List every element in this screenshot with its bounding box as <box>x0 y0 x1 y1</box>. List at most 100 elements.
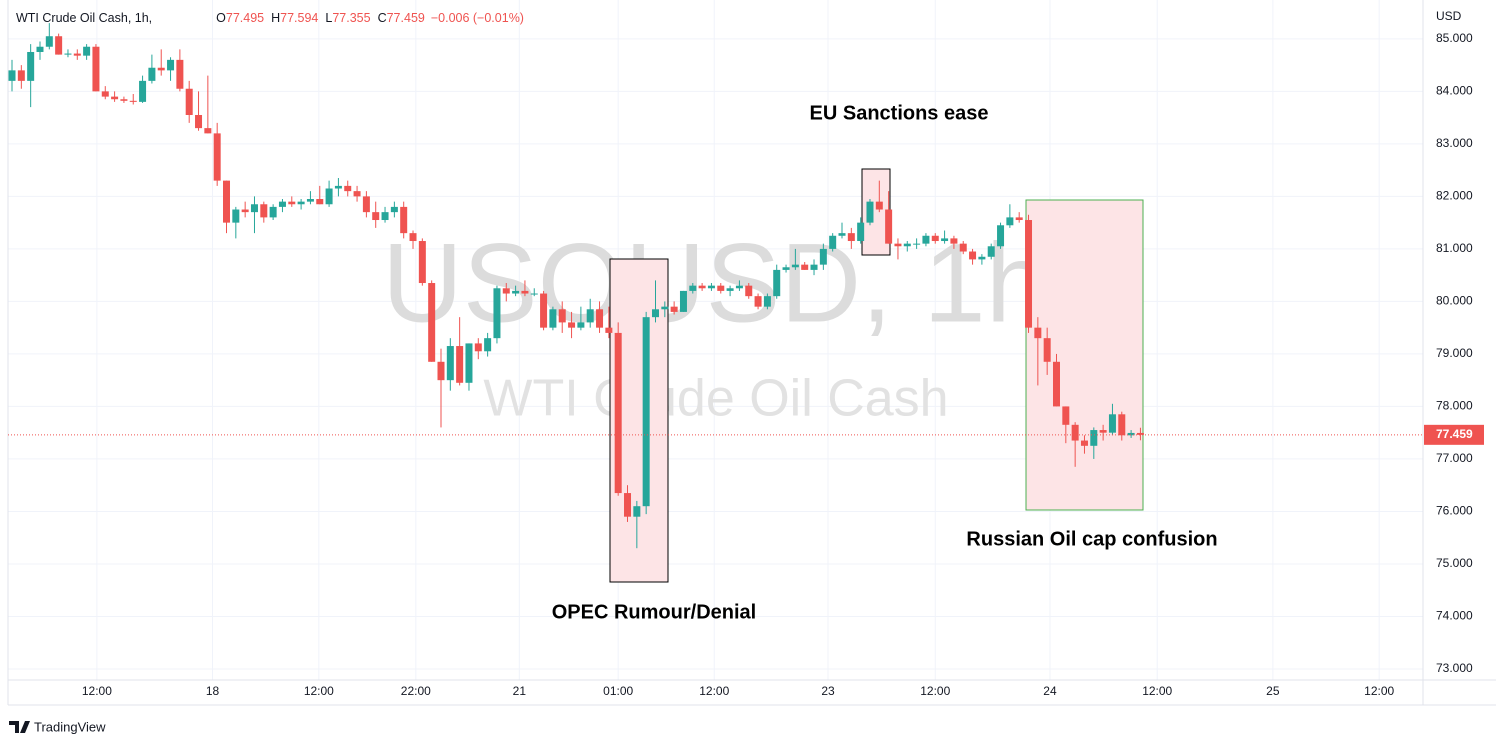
candle-body <box>362 196 370 213</box>
candle-body <box>1071 424 1079 441</box>
y-tick-label: 83.000 <box>1436 136 1473 150</box>
candle-body <box>614 332 622 494</box>
candle-body <box>577 322 585 328</box>
brand-name: TradingView <box>34 719 106 734</box>
candle-body <box>195 114 203 129</box>
candle-body <box>8 70 16 81</box>
candle-body <box>1015 217 1023 221</box>
candle-body <box>493 288 501 339</box>
candle-body <box>390 206 398 213</box>
x-tick-label: 18 <box>206 684 220 698</box>
x-tick-label: 23 <box>821 684 835 698</box>
candle-body <box>1108 414 1116 433</box>
candle-body <box>1099 430 1107 433</box>
annotation: Russian Oil cap confusion <box>966 528 1217 550</box>
watermark-symbol: USOUSD, 1h <box>382 221 1048 346</box>
candle-body <box>73 53 81 56</box>
candle-body <box>176 59 184 89</box>
candle-body <box>894 243 902 247</box>
y-tick-label: 76.000 <box>1436 504 1473 518</box>
candle-body <box>801 264 809 270</box>
candle-body <box>1052 361 1060 407</box>
ohlc-item: O77.495 <box>216 11 264 25</box>
candle-body <box>1062 406 1070 425</box>
ohlc-value: 77.594 <box>280 11 319 25</box>
y-tick-label: 78.000 <box>1436 399 1473 413</box>
candle-body <box>17 70 25 81</box>
y-tick-label: 73.000 <box>1436 661 1473 675</box>
candle-body <box>791 264 799 268</box>
candle-body <box>1118 414 1126 436</box>
x-tick-label: 12:00 <box>1364 684 1394 698</box>
ohlc-item: H77.594 <box>271 11 318 25</box>
candle-body <box>1127 432 1135 436</box>
candle-body <box>484 338 492 352</box>
candle-body <box>64 53 72 55</box>
candle-body <box>167 59 175 71</box>
candle-body <box>45 36 53 47</box>
candle-body <box>558 309 566 323</box>
candle-body <box>596 309 604 328</box>
x-tick-label: 22:00 <box>401 684 431 698</box>
x-tick-label: 12:00 <box>304 684 334 698</box>
candle-body <box>36 46 44 52</box>
candle-body <box>260 204 268 218</box>
watermark: USOUSD, 1h WTI Crude Oil Cash <box>382 221 1048 428</box>
candle-body <box>437 361 445 381</box>
y-tick-label: 77.000 <box>1436 451 1473 465</box>
symbol-title: WTI Crude Oil Cash, 1h, <box>16 11 153 25</box>
y-tick-label: 74.000 <box>1436 609 1473 623</box>
brand: TradingView <box>9 719 106 734</box>
candle-body <box>92 46 100 92</box>
candle-body <box>1034 327 1042 339</box>
annotation-box <box>1025 199 1144 511</box>
candle-body <box>213 133 221 181</box>
candle-body <box>950 238 958 244</box>
candle-body <box>232 209 240 223</box>
candles <box>8 23 1144 549</box>
candle-body <box>726 288 734 291</box>
candle-body <box>334 185 342 189</box>
last-price-box <box>1424 424 1484 445</box>
candle-body <box>409 233 417 242</box>
candle-body <box>633 506 641 517</box>
candle-body <box>997 225 1005 247</box>
candle-body <box>829 235 837 249</box>
candle-body <box>456 346 464 383</box>
x-tick-label: 12:00 <box>920 684 950 698</box>
candle-body <box>1090 430 1098 446</box>
candle-body <box>605 327 613 333</box>
candle-body <box>568 322 576 328</box>
candle-body <box>922 235 930 244</box>
ohlc-item: C77.459 <box>378 11 425 25</box>
candle-body <box>754 296 762 307</box>
candle-body <box>1025 220 1033 328</box>
candle-body <box>306 199 314 202</box>
candle-body <box>941 238 949 242</box>
candle-body <box>931 235 939 242</box>
candle-body <box>111 96 119 100</box>
y-tick-label: 81.000 <box>1436 241 1473 255</box>
candle-body <box>1080 440 1088 446</box>
watermark-subtitle: WTI Crude Oil Cash <box>483 370 948 428</box>
y-tick-label: 84.000 <box>1436 84 1473 98</box>
candle-body <box>651 309 659 318</box>
candle-body <box>735 285 743 289</box>
annotation: EU Sanctions ease <box>810 102 989 124</box>
candle-body <box>372 212 380 221</box>
y-tick-label: 79.000 <box>1436 346 1473 360</box>
x-tick-label: 01:00 <box>603 684 633 698</box>
candle-body <box>586 309 594 323</box>
candle-body <box>204 128 212 134</box>
candle-body <box>148 67 156 81</box>
candle-body <box>185 88 193 115</box>
candle-body <box>129 100 137 102</box>
candle-body <box>316 199 324 205</box>
candle-body <box>875 201 883 210</box>
x-tick-label: 21 <box>513 684 527 698</box>
candle-body <box>661 306 669 310</box>
candle-body <box>502 288 510 294</box>
candle-body <box>670 306 678 312</box>
candle-body <box>885 209 893 244</box>
candle-body <box>418 241 426 284</box>
